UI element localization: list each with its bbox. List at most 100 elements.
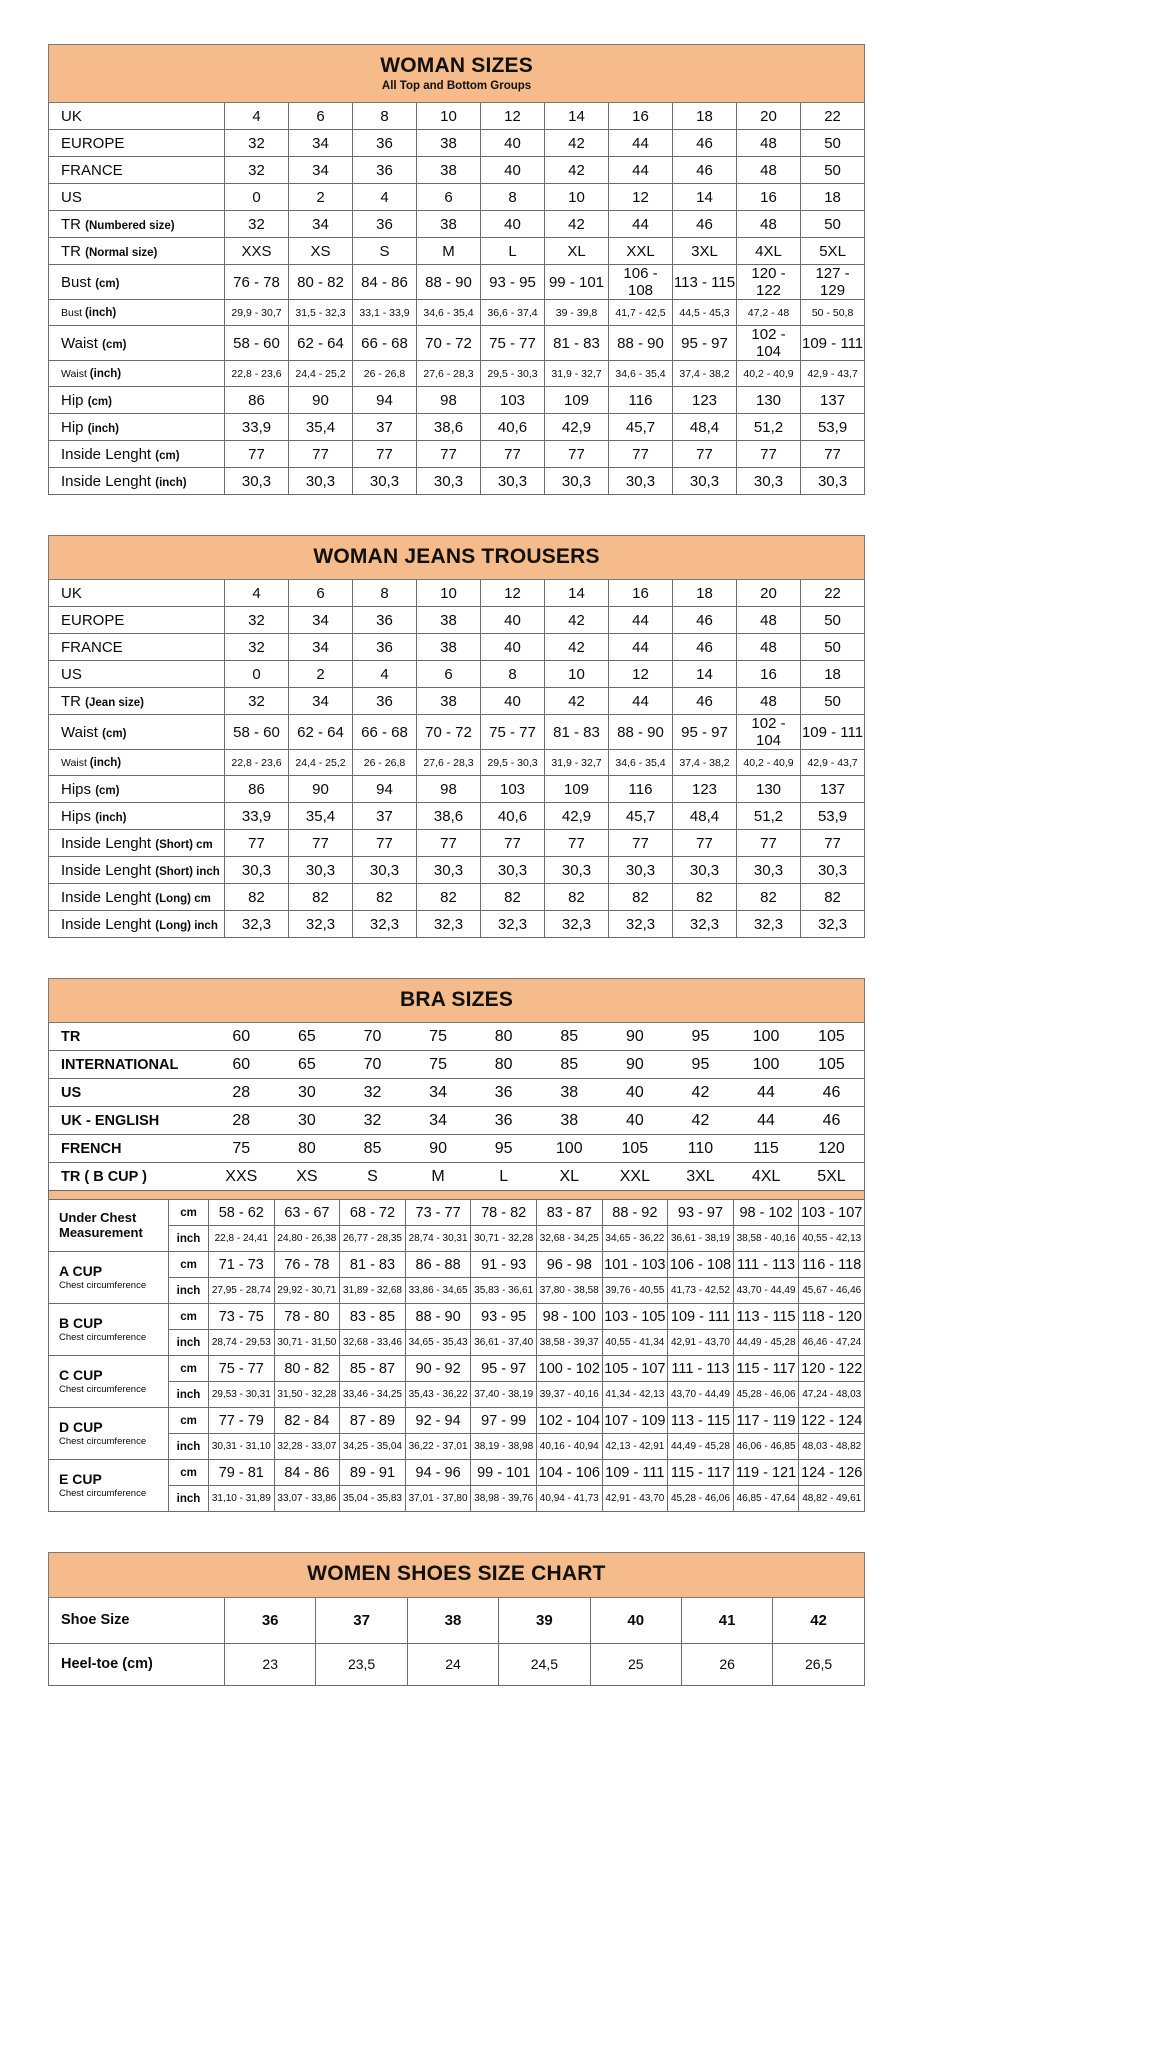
cell: 40,16 - 40,94 — [535, 1433, 603, 1461]
cell: 0 — [224, 183, 289, 212]
cell: 78 - 80 — [273, 1303, 341, 1331]
cell: 30,3 — [544, 856, 609, 885]
table-header-row: WOMAN SIZES All Top and Bottom Groups — [47, 43, 866, 104]
cell: 36 — [352, 606, 417, 635]
cell: 2 — [288, 660, 353, 689]
cell: 127 - 129 — [799, 264, 866, 301]
cell: 43,70 - 44,49 — [667, 1381, 734, 1409]
cell: 36 — [352, 633, 417, 662]
table-row: Waist (cm) 58 - 60 62 - 64 66 - 68 70 - … — [48, 325, 866, 362]
cell: 48 — [736, 606, 801, 635]
cell: 32,68 - 33,46 — [339, 1329, 406, 1357]
row-label: Shoe Size — [48, 1596, 225, 1644]
cell: M — [416, 237, 481, 266]
cell: 110 — [667, 1134, 734, 1164]
cell: 73 - 77 — [404, 1199, 472, 1227]
cell: 29,5 - 30,3 — [480, 749, 545, 777]
cell: 70 — [339, 1050, 406, 1080]
cell: 48,82 - 49,61 — [798, 1485, 866, 1513]
cell: 105 - 107 — [601, 1355, 669, 1383]
cell: 95 - 97 — [672, 714, 737, 751]
cell: 80 - 82 — [288, 264, 353, 301]
cup-group-label: D CUP Chest circumference — [48, 1407, 169, 1461]
cell: 22,8 - 23,6 — [224, 360, 289, 388]
cell: 42 — [772, 1596, 865, 1644]
row-label: Hip (inch) — [48, 413, 225, 442]
cell: 8 — [352, 579, 417, 608]
row-label: TR ( B CUP ) — [48, 1162, 209, 1192]
cell: 82 — [544, 883, 609, 912]
cell: XS — [274, 1162, 340, 1192]
cell: 105 — [602, 1134, 668, 1164]
cell: 77 — [224, 440, 289, 469]
cell: 82 — [352, 883, 417, 912]
cell: 98 - 102 — [732, 1199, 800, 1227]
cell: 77 — [352, 829, 417, 858]
cell: 34,65 - 35,43 — [404, 1329, 472, 1357]
row-label: UK — [48, 579, 225, 608]
cell: 44 — [608, 687, 673, 716]
cell: 32,3 — [672, 910, 737, 939]
cell: 36,61 - 37,40 — [470, 1329, 537, 1357]
cell: 14 — [672, 183, 737, 212]
cell: 27,6 - 28,3 — [416, 360, 481, 388]
table-row: US 0 2 4 6 8 10 12 14 16 18 — [48, 183, 866, 212]
cell: 48 — [736, 210, 801, 239]
cell: 34 — [405, 1078, 471, 1108]
cell: 88 - 90 — [404, 1303, 472, 1331]
table-row: Heel-toe (cm) 23 23,5 24 24,5 25 26 26,5 — [48, 1642, 865, 1686]
cell: 44 — [733, 1078, 799, 1108]
cell: 33,9 — [224, 802, 289, 831]
cell: S — [352, 237, 417, 266]
cell: 26,5 — [772, 1642, 865, 1686]
cell: 38 — [536, 1078, 603, 1108]
cell: 38 — [416, 606, 481, 635]
row-label: Bust (cm) — [48, 264, 225, 301]
cell: 109 - 111 — [799, 714, 866, 751]
table-row: EUROPE 32 34 36 38 40 42 44 46 48 50 — [48, 606, 866, 635]
cell: 42 — [544, 633, 609, 662]
cell: 34 — [288, 156, 353, 185]
cell: 50 — [799, 210, 866, 239]
cell: 39,76 - 40,55 — [601, 1277, 669, 1305]
cell: 34,6 - 35,4 — [416, 299, 481, 327]
cell: 22 — [799, 102, 866, 131]
cell: 85 - 87 — [339, 1355, 406, 1383]
cell: 83 - 87 — [535, 1199, 603, 1227]
cell: 77 — [224, 829, 289, 858]
cell: 80 - 82 — [273, 1355, 341, 1383]
cell: 30,3 — [352, 467, 417, 496]
cell: 5XL — [799, 237, 866, 266]
cell: L — [480, 237, 545, 266]
divider-cell — [405, 1190, 471, 1201]
cell: 123 — [672, 386, 737, 415]
row-label: Inside Lenght (Short) inch — [48, 856, 225, 885]
cell: 40 — [602, 1106, 668, 1136]
cup-group-label: A CUP Chest circumference — [48, 1251, 169, 1305]
cell: 37 — [352, 413, 417, 442]
cell: 40,2 - 40,9 — [736, 360, 801, 388]
cell: 34 — [288, 633, 353, 662]
cell: 36 — [352, 210, 417, 239]
table-title-cell: WOMEN SHOES SIZE CHART — [48, 1552, 865, 1598]
cell: 33,07 - 33,86 — [273, 1485, 341, 1513]
cell: 77 — [608, 829, 673, 858]
cell: 30,3 — [288, 856, 353, 885]
cell: 44 — [608, 606, 673, 635]
cell: 28 — [208, 1078, 275, 1108]
cell: 90 — [288, 775, 353, 804]
cell: 36,61 - 38,19 — [667, 1225, 734, 1253]
cell: 77 — [288, 440, 353, 469]
row-label: TR — [48, 1022, 209, 1052]
cell: 38 — [416, 156, 481, 185]
cell: 50 — [799, 687, 866, 716]
cell: 65 — [274, 1050, 340, 1080]
cell: 10 — [544, 183, 609, 212]
cell: 96 - 98 — [535, 1251, 603, 1279]
cell: XL — [536, 1162, 603, 1192]
cell: 48,4 — [672, 413, 737, 442]
cell: 31,5 - 32,3 — [288, 299, 353, 327]
cell: 41,73 - 42,52 — [667, 1277, 734, 1305]
cell: 88 - 92 — [601, 1199, 669, 1227]
cell: 46 — [672, 633, 737, 662]
